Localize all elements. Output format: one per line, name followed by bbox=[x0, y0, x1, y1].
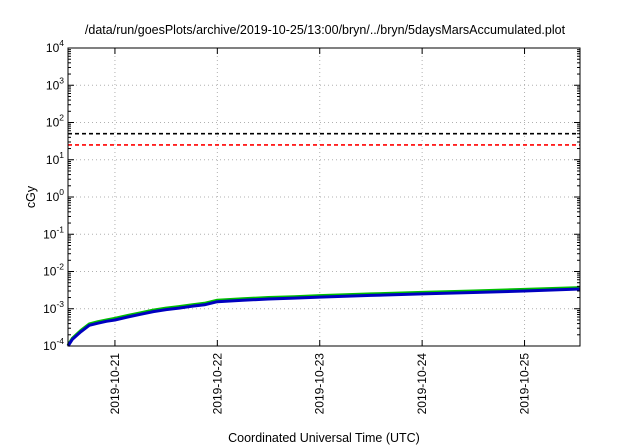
x-tick-label: 2019-10-23 bbox=[313, 353, 327, 415]
y-tick-label: 10-2 bbox=[43, 262, 64, 279]
y-tick-label: 10-4 bbox=[43, 336, 64, 353]
reference-lines bbox=[68, 132, 580, 146]
x-tick-label: 2019-10-24 bbox=[415, 353, 429, 415]
y-tick-label: 101 bbox=[46, 150, 64, 167]
y-axis-ticks: 10-4 10-3 10-2 10-1 100 101 102 103 104 bbox=[43, 38, 580, 353]
x-axis-ticks: 2019-10-21 2019-10-22 2019-10-23 2019-10-24… bbox=[108, 48, 532, 414]
x-tick-label: 2019-10-21 bbox=[108, 353, 122, 415]
x-tick-label: 2019-10-25 bbox=[518, 353, 532, 415]
y-tick-label: 100 bbox=[46, 187, 64, 204]
y-tick-label: 10-3 bbox=[43, 299, 64, 316]
chart-title: /data/run/goesPlots/archive/2019-10-25/1… bbox=[85, 23, 566, 37]
y-tick-label: 102 bbox=[46, 113, 64, 130]
x-tick-label: 2019-10-22 bbox=[210, 353, 224, 415]
series-line-2 bbox=[66, 287, 581, 347]
y-axis-label: cGy bbox=[24, 185, 38, 208]
x-axis-label: Coordinated Universal Time (UTC) bbox=[228, 431, 420, 445]
y-tick-label: 104 bbox=[46, 38, 64, 55]
series-layer bbox=[66, 286, 581, 347]
grid bbox=[68, 48, 580, 346]
y-tick-label: 103 bbox=[46, 75, 64, 92]
y-tick-label: 10-1 bbox=[43, 224, 64, 241]
